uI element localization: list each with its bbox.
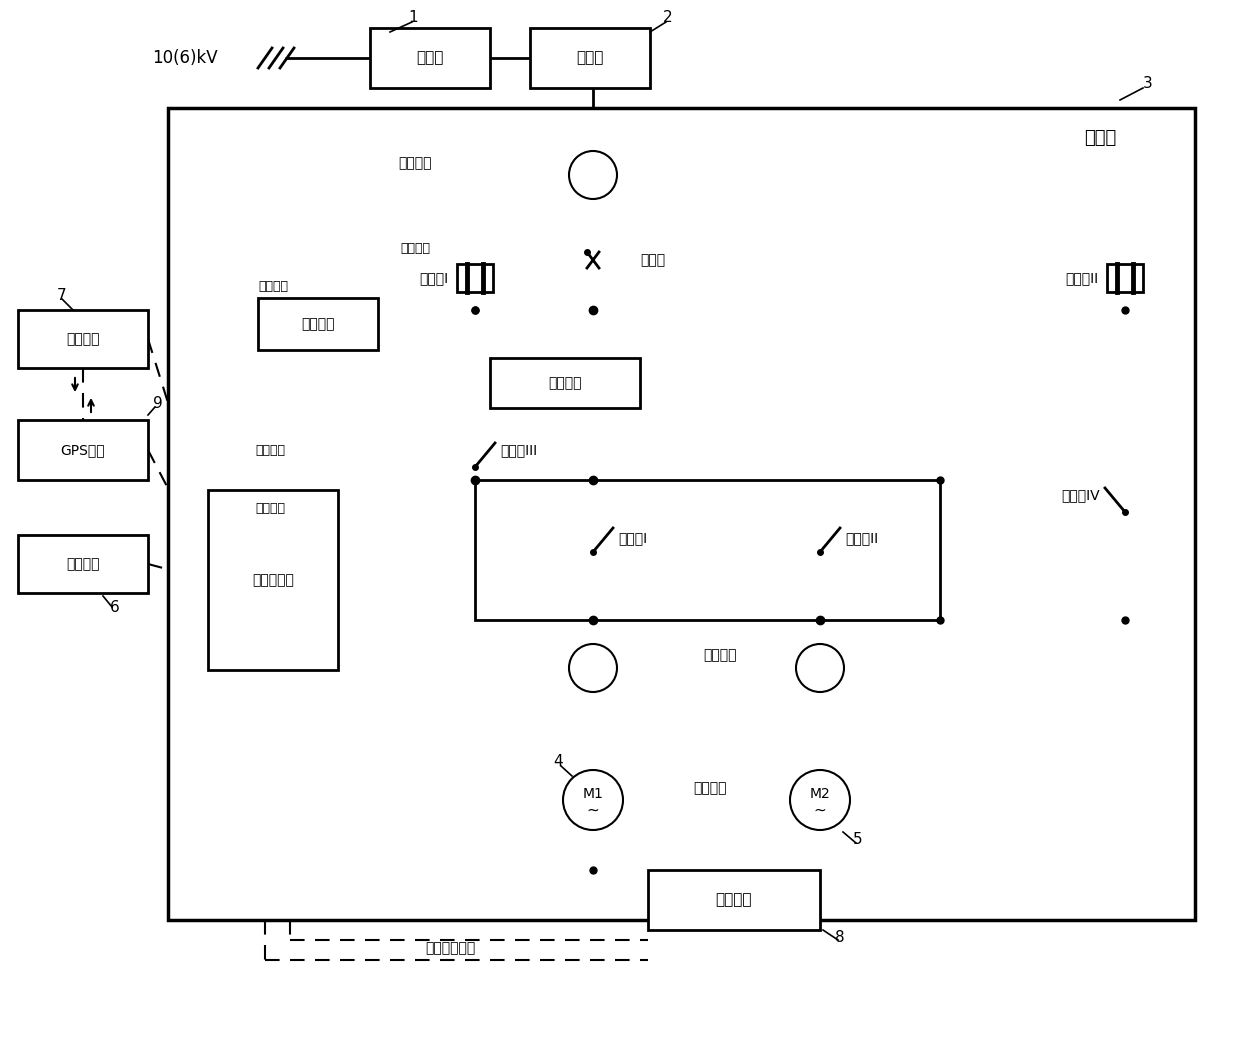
Text: ~: ~ xyxy=(587,803,599,818)
Text: 接触器II: 接触器II xyxy=(844,531,878,545)
Text: 控制信号: 控制信号 xyxy=(401,241,430,255)
Text: 4: 4 xyxy=(553,754,563,770)
Text: 7: 7 xyxy=(57,288,67,303)
Text: 8: 8 xyxy=(836,930,844,945)
Text: 冷却空调: 冷却空调 xyxy=(301,316,335,331)
Text: 软起动器: 软起动器 xyxy=(548,376,582,390)
Text: 接触器I: 接触器I xyxy=(618,531,647,545)
Text: 电流检测: 电流检测 xyxy=(703,648,737,662)
Text: 控制信号: 控制信号 xyxy=(255,501,285,514)
Text: 9: 9 xyxy=(153,395,162,411)
Text: 转速信号: 转速信号 xyxy=(693,781,727,795)
Text: 2: 2 xyxy=(663,11,673,25)
Text: 熔断器II: 熔断器II xyxy=(1065,271,1097,285)
Text: 滑环箱: 滑环箱 xyxy=(577,51,604,66)
Text: 主控制单元: 主控制单元 xyxy=(252,573,294,587)
Text: 断路器: 断路器 xyxy=(640,253,665,267)
Text: 10(6)kV: 10(6)kV xyxy=(153,49,218,67)
FancyBboxPatch shape xyxy=(258,298,378,350)
Text: 电压检测: 电压检测 xyxy=(398,156,432,170)
Text: M2: M2 xyxy=(810,787,831,801)
Text: ~: ~ xyxy=(813,803,826,818)
Text: GPS装置: GPS装置 xyxy=(61,443,105,457)
Text: 熔断器I: 熔断器I xyxy=(419,271,448,285)
FancyBboxPatch shape xyxy=(1107,264,1143,292)
Text: 人机界面: 人机界面 xyxy=(66,556,99,571)
FancyBboxPatch shape xyxy=(19,535,148,593)
Text: 减压系统: 减压系统 xyxy=(715,892,753,908)
FancyBboxPatch shape xyxy=(19,310,148,369)
FancyBboxPatch shape xyxy=(208,490,339,670)
Text: 接触器IV: 接触器IV xyxy=(1061,489,1100,502)
Text: 1: 1 xyxy=(408,11,418,25)
FancyBboxPatch shape xyxy=(490,358,640,408)
Text: 5: 5 xyxy=(853,833,863,847)
FancyBboxPatch shape xyxy=(529,28,650,88)
Text: 3: 3 xyxy=(1143,76,1153,91)
Text: 控制信号: 控制信号 xyxy=(255,444,285,457)
FancyBboxPatch shape xyxy=(475,480,940,620)
Text: 6: 6 xyxy=(110,600,120,616)
FancyBboxPatch shape xyxy=(649,870,820,930)
Text: 进线箱: 进线箱 xyxy=(417,51,444,66)
Text: M1: M1 xyxy=(583,787,604,801)
FancyBboxPatch shape xyxy=(370,28,490,88)
Text: 起动柜: 起动柜 xyxy=(1084,129,1116,147)
FancyBboxPatch shape xyxy=(167,108,1195,920)
FancyBboxPatch shape xyxy=(19,419,148,480)
Text: 温控信号: 温控信号 xyxy=(258,280,288,293)
Text: 遥控中心: 遥控中心 xyxy=(66,332,99,346)
Text: 减压系统信号: 减压系统信号 xyxy=(425,941,475,955)
FancyBboxPatch shape xyxy=(458,264,494,292)
Text: 接触器III: 接触器III xyxy=(500,443,537,457)
